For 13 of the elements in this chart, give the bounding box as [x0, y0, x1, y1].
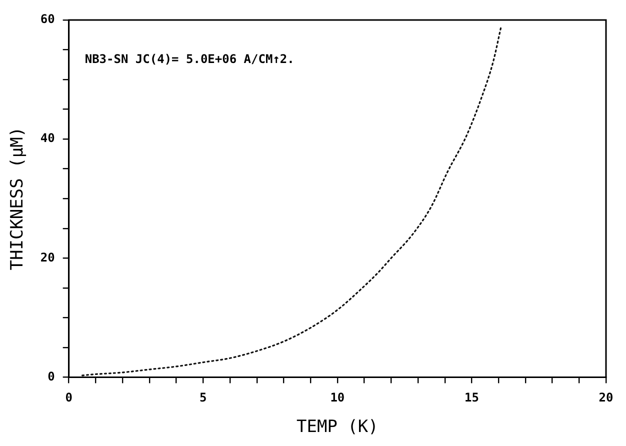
annotation: NB3-SN JC(4)= 5.0E+06 A/CM↑2.	[84, 52, 294, 66]
y-tick-label: 60	[40, 12, 55, 26]
y-tick-label: 20	[40, 250, 55, 264]
x-tick-label: 20	[598, 390, 614, 405]
x-tick-label: 10	[330, 390, 345, 405]
y-axis-title: THICKNESS (μM)	[8, 126, 28, 270]
line-series	[81, 25, 502, 376]
x-tick-label: 0	[65, 390, 72, 405]
y-tick-label: 0	[48, 369, 55, 384]
x-axis-title: TEMP (K)	[296, 417, 378, 438]
y-tick-label: 40	[40, 131, 55, 146]
x-tick-label: 15	[464, 390, 479, 405]
x-tick-label: 5	[200, 390, 207, 405]
